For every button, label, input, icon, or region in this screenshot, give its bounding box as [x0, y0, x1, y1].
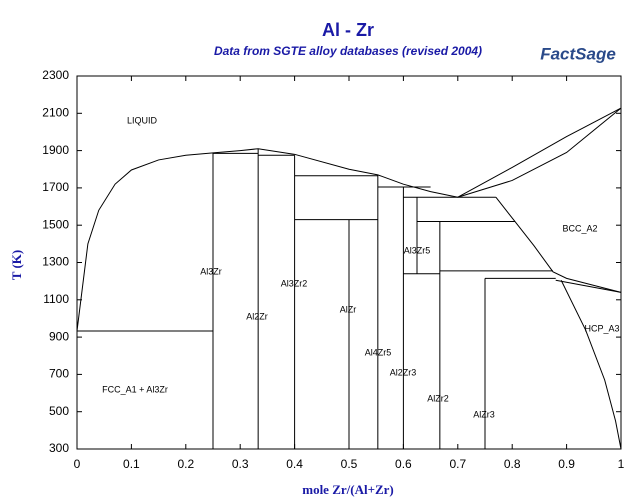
phase-boundary [495, 196, 622, 293]
x-axis-label: mole Zr/(Al+Zr) [302, 482, 394, 497]
phase-label: FCC_A1 + Al3Zr [102, 384, 168, 394]
phase-label: AlZr3 [473, 409, 495, 419]
phase-label: LIQUID [127, 115, 158, 125]
phase-label: Al2Zr [246, 311, 268, 321]
y-tick-label: 900 [49, 329, 69, 343]
x-tick-label: 0.6 [395, 457, 412, 471]
phase-boundary [457, 107, 622, 198]
x-tick-label: 0.9 [558, 457, 575, 471]
y-tick-label: 300 [49, 441, 69, 455]
x-tick-label: 0 [74, 457, 81, 471]
phase-label: AlZr2 [427, 393, 449, 403]
y-tick-label: 1300 [42, 255, 69, 269]
x-tick-label: 1 [618, 457, 625, 471]
y-tick-label: 1900 [42, 143, 69, 157]
chart-title: Al - Zr [322, 20, 374, 40]
y-tick-label: 2300 [42, 68, 69, 82]
phase-label: BCC_A2 [562, 223, 597, 233]
phase-boundary [76, 148, 458, 332]
x-tick-label: 0.5 [341, 457, 358, 471]
x-tick-label: 0.2 [177, 457, 194, 471]
x-tick-label: 0.1 [123, 457, 140, 471]
phase-label: Al3Zr [200, 266, 222, 276]
x-tick-label: 0.7 [449, 457, 466, 471]
phase-label: Al4Zr5 [365, 347, 392, 357]
x-tick-label: 0.3 [232, 457, 249, 471]
x-tick-label: 0.4 [286, 457, 303, 471]
y-axis-label: T (K) [9, 250, 24, 280]
y-tick-label: 700 [49, 367, 69, 381]
y-tick-label: 500 [49, 404, 69, 418]
y-tick-label: 1700 [42, 180, 69, 194]
phase-label: Al3Zr2 [281, 278, 308, 288]
phase-boundary [457, 107, 622, 198]
y-tick-label: 2100 [42, 105, 69, 119]
phase-label: Al3Zr5 [404, 245, 431, 255]
phase-boundary [560, 279, 622, 450]
x-tick-label: 0.8 [504, 457, 521, 471]
phase-label: AlZr [340, 304, 357, 314]
y-tick-label: 1500 [42, 217, 69, 231]
chart-subtitle: Data from SGTE alloy databases (revised … [214, 44, 482, 58]
phase-boundary [555, 279, 622, 293]
y-tick-label: 1100 [43, 292, 69, 306]
logo: FactSage [540, 44, 616, 63]
phase-label: Al2Zr3 [390, 367, 417, 377]
phase-label: HCP_A3 [584, 323, 619, 333]
